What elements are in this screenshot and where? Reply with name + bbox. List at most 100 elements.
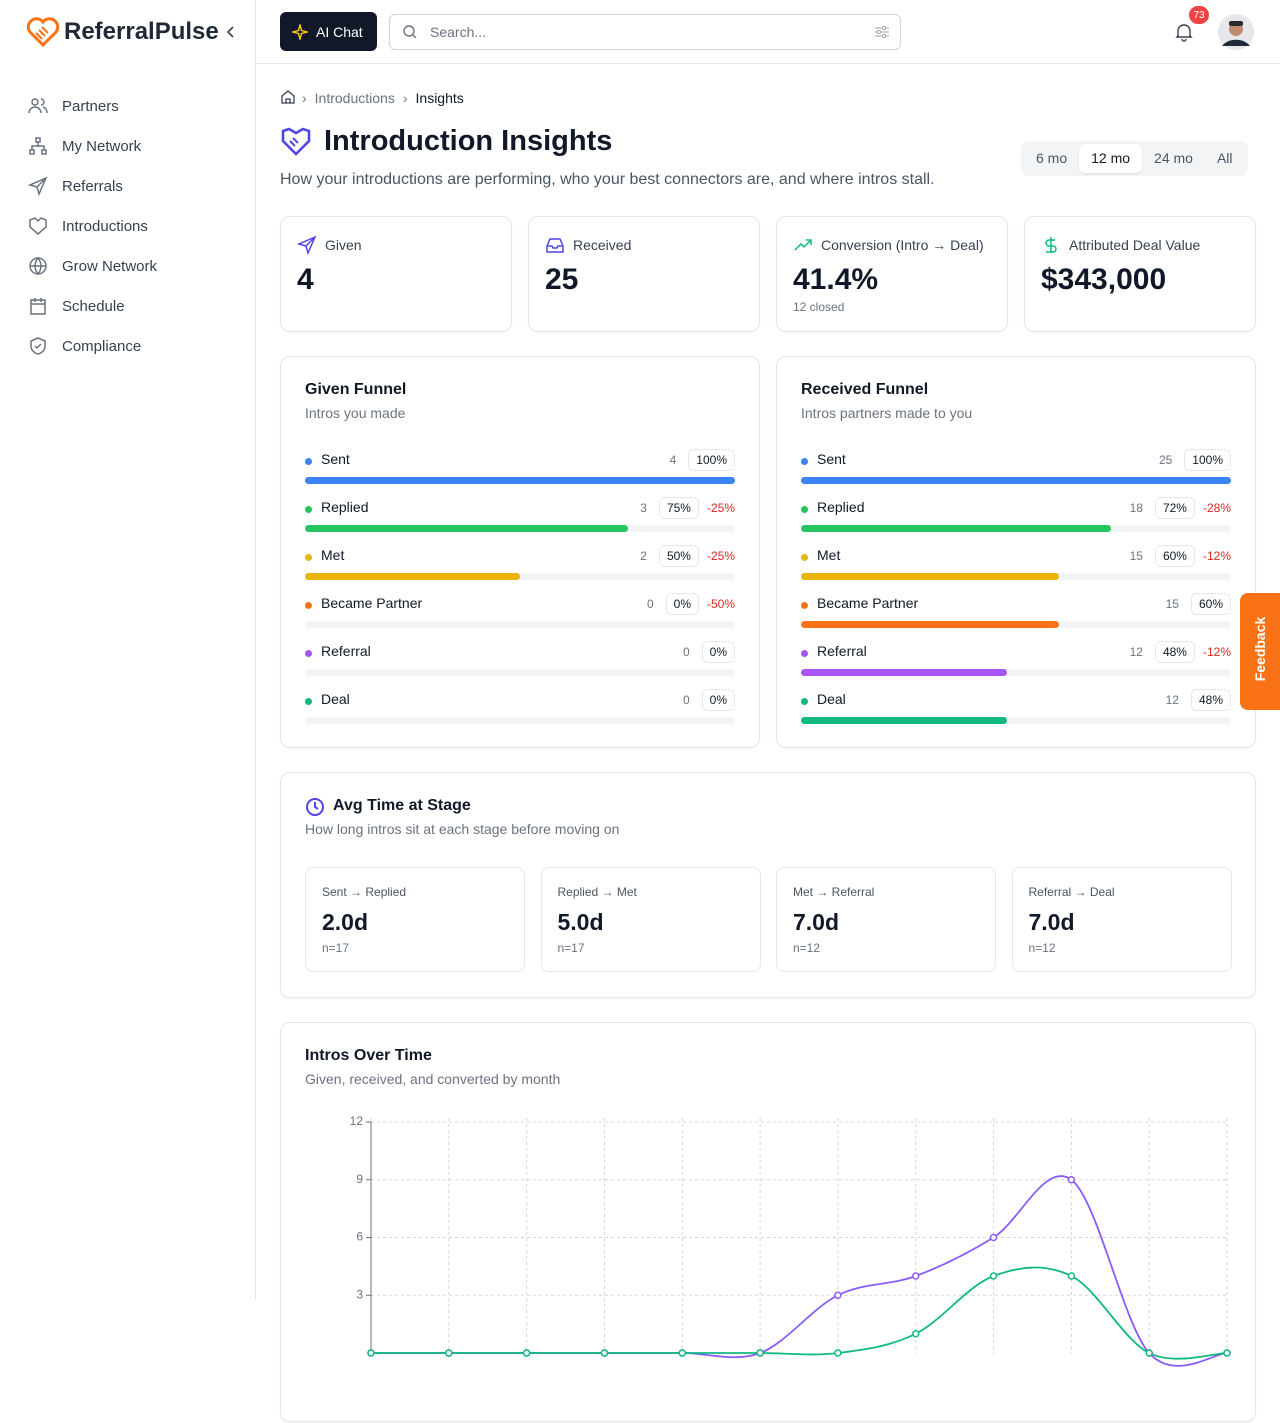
stage-dot <box>305 602 312 609</box>
home-icon[interactable] <box>280 89 296 105</box>
point <box>1067 1176 1076 1184</box>
funnel-row: Referral 12 48% -12% <box>801 641 1231 683</box>
icon <box>297 235 317 255</box>
nav-item[interactable]: Referrals <box>28 176 123 196</box>
feedback-tab[interactable]: Feedback <box>1240 593 1280 710</box>
stage-pct: 0% <box>701 641 735 663</box>
funnel-row: Sent 4 100% <box>305 449 735 491</box>
avg-title: Avg Time at Stage <box>333 797 471 814</box>
point <box>1223 1349 1231 1357</box>
stage-stats: 25 100% <box>1159 449 1231 471</box>
stage-bar <box>801 621 1059 628</box>
avg-time-card: Avg Time at Stage How long intros sit at… <box>280 772 1256 998</box>
stage-bar <box>305 477 735 484</box>
stage-stats: 0 0% -50% <box>647 593 735 615</box>
funnel-subtitle: Intros partners made to you <box>801 405 973 421</box>
y-tick-label: 9 <box>356 1172 363 1186</box>
icon <box>546 238 564 253</box>
bar-track <box>801 477 1231 484</box>
stage-count: 3 <box>640 501 647 515</box>
kpi-label-row: Attributed Deal Value <box>1041 235 1200 255</box>
kpi-label: Received <box>573 237 632 253</box>
y-tick-label: 3 <box>356 1287 363 1301</box>
point <box>911 1272 920 1280</box>
kpi-label-row: Conversion (Intro → Deal) <box>793 235 984 255</box>
stage-delta: -50% <box>706 597 735 611</box>
y-tick-label: 6 <box>356 1230 363 1244</box>
stage-count: 15 <box>1129 549 1143 563</box>
point <box>989 1233 998 1242</box>
bar-track <box>305 621 735 628</box>
stage-time-card: Met → Referral 7.0d n=12 <box>776 867 996 972</box>
stage-time-label: Referral → Deal <box>1028 885 1115 899</box>
collapse[interactable] <box>224 24 238 40</box>
stage-time-label: Replied → Met <box>557 885 637 899</box>
nav-item[interactable]: Grow Network <box>28 256 157 276</box>
stage-time-n: n=12 <box>1028 941 1056 955</box>
stage-dot <box>801 602 808 609</box>
stage-name: Sent <box>817 451 846 467</box>
range-option[interactable]: 24 mo <box>1154 150 1193 166</box>
stage-bar <box>305 525 628 532</box>
range-option[interactable]: All <box>1216 150 1233 166</box>
nav-label: Introductions <box>62 217 148 235</box>
crumb[interactable]: Introductions <box>314 90 395 106</box>
stage-time-n: n=12 <box>793 941 821 955</box>
stage-dot <box>801 458 808 465</box>
search[interactable]: Search... <box>389 14 901 50</box>
kpi-value: $343,000 <box>1041 263 1167 296</box>
page-title: Introduction Insights <box>324 125 613 157</box>
range-toggle: 6 mo 12 mo 24 mo All <box>1021 141 1248 176</box>
bell-icon[interactable] <box>1174 22 1194 42</box>
series-line <box>371 1175 1228 1367</box>
point <box>445 1349 453 1357</box>
stage-stats: 0 0% <box>683 641 735 663</box>
stage-dot <box>801 698 808 705</box>
point <box>367 1349 375 1357</box>
stage-count: 0 <box>682 645 690 659</box>
stage-name: Met <box>817 547 841 563</box>
filter-icon[interactable] <box>874 25 890 39</box>
point <box>834 1291 842 1299</box>
stage-name: Became Partner <box>321 595 423 611</box>
avg-subtitle: How long intros sit at each stage before… <box>305 821 620 837</box>
stage-pct: 60% <box>1154 545 1195 567</box>
title-icon <box>281 127 311 156</box>
chart-title: Intros Over Time <box>305 1047 432 1064</box>
stage-bar <box>801 573 1059 580</box>
stage-pct: 48% <box>1190 689 1231 711</box>
brand[interactable]: ReferralPulse <box>26 12 219 52</box>
funnel-row: Deal 12 48% <box>801 689 1231 731</box>
icon <box>1045 237 1057 253</box>
point <box>834 1349 842 1357</box>
range-option[interactable]: 6 mo <box>1036 150 1068 166</box>
stage-pct: 50% <box>658 545 699 567</box>
nav-item[interactable]: Partners <box>28 96 119 116</box>
kpi-value: 25 <box>545 263 579 296</box>
ai-chat-button[interactable]: AI Chat <box>280 12 377 51</box>
stage-time-value: 2.0d <box>322 909 369 935</box>
nav-item[interactable]: Introductions <box>28 216 148 236</box>
crumb-current: Insights <box>415 90 464 106</box>
stage-stats: 15 60% <box>1166 593 1231 615</box>
avatar[interactable] <box>1218 14 1254 50</box>
stage-stats: 2 50% -25% <box>640 545 735 567</box>
stage-pct: 72% <box>1154 497 1195 519</box>
stage-count: 2 <box>640 549 647 563</box>
stage-delta: -12% <box>1202 645 1231 659</box>
notification-badge: 73 <box>1189 6 1209 24</box>
stage-count: 12 <box>1165 693 1179 707</box>
chart-card: Intros Over Time Given, received, and co… <box>280 1022 1256 1422</box>
stage-dot <box>305 458 312 465</box>
stage-stats: 12 48% -12% <box>1130 641 1231 663</box>
kpi-card: Given 4 <box>280 216 512 332</box>
range-option[interactable]: 12 mo <box>1079 144 1143 173</box>
nav-item[interactable]: My Network <box>28 136 141 156</box>
nav-item[interactable]: Schedule <box>28 296 125 316</box>
nav-item[interactable]: Compliance <box>28 336 141 356</box>
stage-bar <box>305 573 520 580</box>
stage-pct: 0% <box>701 689 735 711</box>
stage-count: 0 <box>682 693 690 707</box>
stage-stats: 3 75% -25% <box>640 497 735 519</box>
kpi-card: Received 25 <box>528 216 760 332</box>
